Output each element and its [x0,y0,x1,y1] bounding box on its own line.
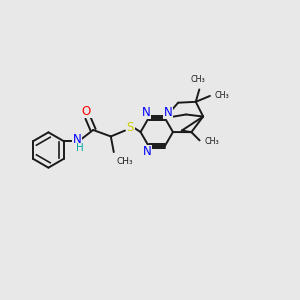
Text: CH₃: CH₃ [190,75,205,84]
Text: H: H [76,142,84,153]
Text: CH₃: CH₃ [215,92,230,100]
Text: S: S [127,121,134,134]
Text: O: O [82,105,91,118]
Text: N: N [164,106,172,118]
Text: CH₃: CH₃ [205,137,219,146]
Text: N: N [73,134,81,146]
Text: N: N [143,146,152,158]
Text: CH₃: CH₃ [116,157,133,166]
Text: N: N [142,106,151,118]
